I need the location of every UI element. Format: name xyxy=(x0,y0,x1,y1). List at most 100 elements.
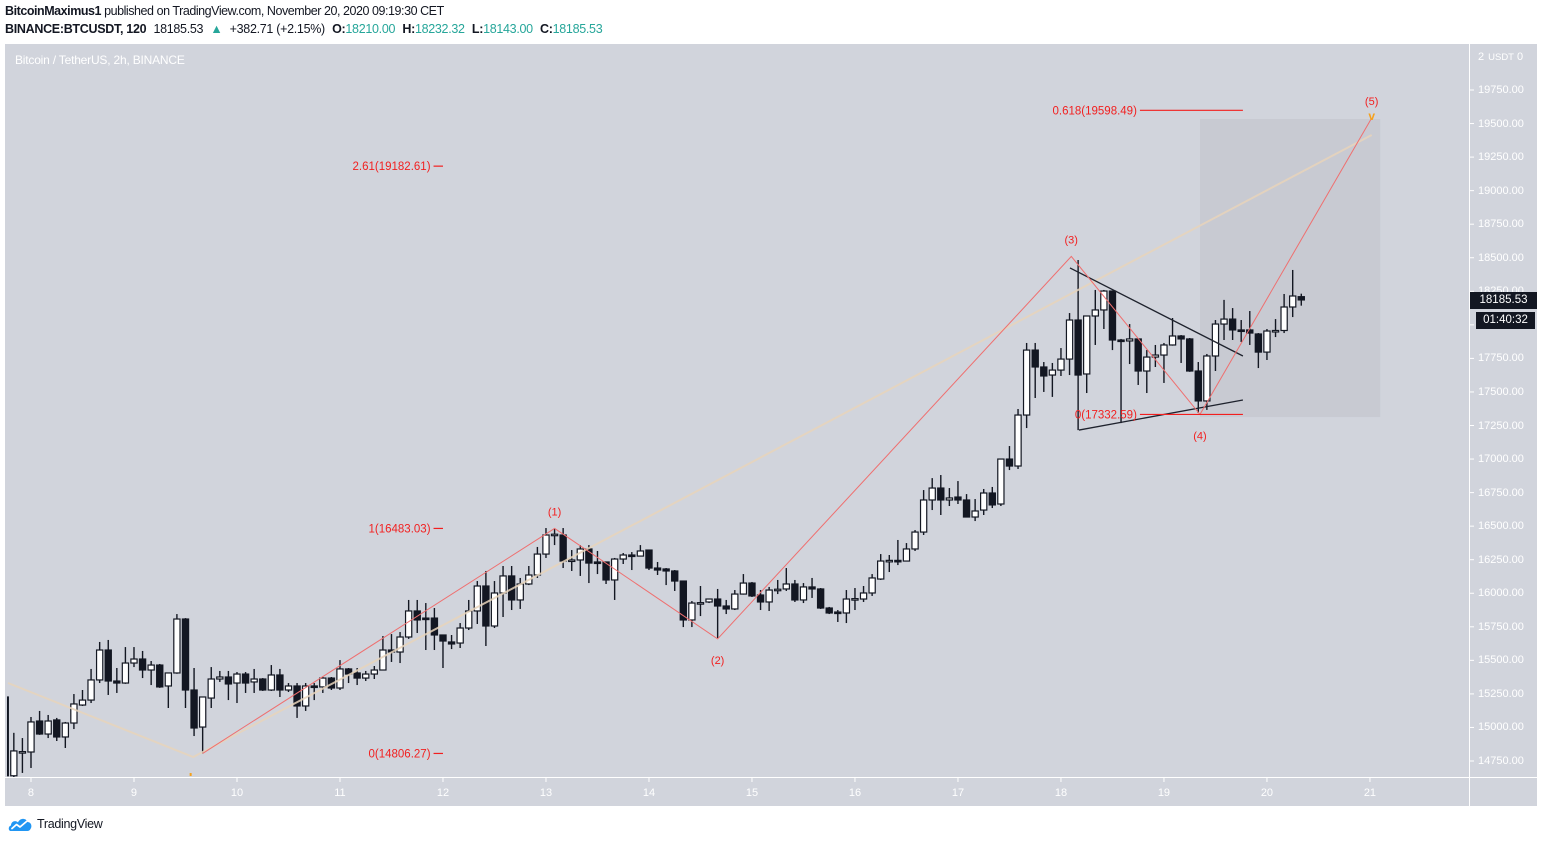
candle xyxy=(542,528,550,558)
time-axis-label: 17 xyxy=(951,787,965,799)
candle xyxy=(164,672,173,708)
candle xyxy=(404,599,413,639)
currency-label[interactable]: USDT xyxy=(1488,52,1514,63)
bar-countdown-badge: 01:40:32 xyxy=(1476,312,1535,329)
candle xyxy=(825,606,833,615)
candle xyxy=(671,570,679,591)
candle xyxy=(945,488,954,507)
price-axis-label: 15500.00 xyxy=(1478,654,1524,667)
price-axis-label: 15250.00 xyxy=(1478,687,1524,700)
candle xyxy=(808,577,816,598)
candle xyxy=(465,599,473,631)
candle xyxy=(877,554,885,580)
candle xyxy=(1108,290,1117,351)
candle xyxy=(121,647,130,684)
candle xyxy=(525,566,533,586)
time-axis-label: 12 xyxy=(436,787,450,799)
candle xyxy=(928,478,936,511)
candle xyxy=(902,543,911,562)
candle xyxy=(190,667,198,737)
candle xyxy=(439,634,447,668)
candle xyxy=(1288,269,1297,318)
candle xyxy=(782,568,791,591)
candle xyxy=(628,552,636,571)
candlestick-series xyxy=(7,260,1305,777)
candle xyxy=(756,590,765,611)
price-axis-label: 19000.00 xyxy=(1478,184,1524,197)
candle xyxy=(379,636,387,671)
drawings-layer xyxy=(7,109,1373,759)
candle xyxy=(284,683,293,693)
candle xyxy=(576,545,585,576)
last-price: 18185.53 xyxy=(153,22,204,36)
candle xyxy=(662,568,670,586)
candle xyxy=(1237,320,1245,343)
candle xyxy=(1074,260,1082,431)
time-axis[interactable]: 8 9 10 11 12 13 14 15 16 17 18 19 20 21 xyxy=(5,778,1469,806)
fib-level-label: 0.618(19598.49) xyxy=(1053,105,1138,117)
triangle-upper-line[interactable] xyxy=(1069,267,1244,357)
candle xyxy=(1031,342,1039,398)
time-axis-label: 15 xyxy=(745,787,759,799)
price-axis-label: 17250.00 xyxy=(1478,419,1524,432)
open-value: 18210.00 xyxy=(345,22,396,36)
candle xyxy=(173,614,181,674)
candle xyxy=(842,590,851,624)
candle xyxy=(44,714,52,739)
candle xyxy=(1160,342,1168,383)
wave-label: (4) xyxy=(1193,430,1206,442)
candle xyxy=(696,586,705,617)
chart-title: Bitcoin / TetherUS, 2h, BINANCE xyxy=(15,53,185,67)
candle xyxy=(113,667,121,693)
open-label: O: xyxy=(332,22,346,36)
candle xyxy=(250,668,258,693)
candle xyxy=(1263,329,1271,361)
fib-level-label: 1(16483.03) xyxy=(369,523,431,535)
price-axis-label: 15750.00 xyxy=(1478,620,1524,633)
price-axis-label: 15000.00 xyxy=(1478,721,1524,734)
candle xyxy=(1143,350,1151,394)
candle xyxy=(1014,408,1022,469)
candle xyxy=(70,694,78,730)
author-name[interactable]: BitcoinMaximus1 xyxy=(5,4,102,18)
candle xyxy=(954,481,962,505)
time-axis-label: 10 xyxy=(230,787,244,799)
highlight-box[interactable] xyxy=(1200,118,1381,418)
candle xyxy=(1228,308,1237,341)
footer-branding[interactable]: TradingView xyxy=(8,815,103,833)
price-axis-label: 19750.00 xyxy=(1478,84,1524,96)
triangle-lower-line[interactable] xyxy=(1078,399,1244,431)
time-axis-label: 14 xyxy=(642,787,656,799)
candle xyxy=(447,634,456,650)
candle xyxy=(885,555,893,573)
time-axis-label: 18 xyxy=(1054,787,1068,799)
candle xyxy=(267,665,276,691)
published-text: published on TradingView.com, November 2… xyxy=(104,4,444,18)
candle xyxy=(1134,338,1142,385)
candle xyxy=(224,670,233,701)
candle xyxy=(276,668,284,697)
trend-guide-line[interactable] xyxy=(7,134,1373,759)
price-axis[interactable]: 2 USDT 0 19750.00 19500.00 19250.00 19000.00 1… xyxy=(1470,44,1537,777)
candle xyxy=(713,588,722,639)
top-label-prefix: 2 xyxy=(1478,51,1485,63)
candle xyxy=(147,661,155,686)
candle xyxy=(362,670,370,682)
candle xyxy=(894,539,902,566)
candle xyxy=(216,670,224,682)
candle xyxy=(688,601,696,628)
axis-lines xyxy=(5,44,1537,806)
candle xyxy=(207,667,215,708)
candle xyxy=(181,618,190,708)
candle xyxy=(1083,315,1091,394)
price-axis-label: 17500.00 xyxy=(1478,385,1524,398)
tradingview-brand: TradingView xyxy=(37,817,103,831)
candle xyxy=(104,639,112,695)
time-axis-label: 8 xyxy=(27,787,35,799)
candle xyxy=(550,528,559,546)
elliott-wave-line[interactable] xyxy=(202,117,1373,754)
candle xyxy=(1091,289,1099,345)
candle xyxy=(18,738,27,773)
candle xyxy=(765,586,773,611)
